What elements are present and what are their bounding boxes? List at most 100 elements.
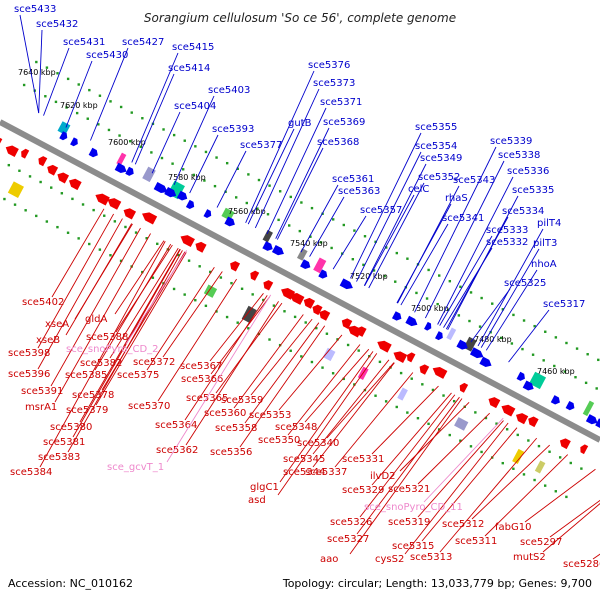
feature-block <box>313 257 327 274</box>
reverse-gene-arrow <box>123 208 137 220</box>
feature-block <box>397 387 408 401</box>
reverse-leader-line <box>312 362 395 468</box>
gc-dot <box>141 117 144 120</box>
reverse-gene-arrow <box>195 241 207 253</box>
reverse-leader-line <box>250 318 313 396</box>
rna-gene-labels: sce_snoPyro_CD_2 sce_gcvT_1 sce_snoPyro_CD… <box>66 250 504 513</box>
gc-dot <box>171 162 174 165</box>
gc-dot <box>56 225 59 229</box>
forward-leader-line <box>363 163 427 286</box>
forward-gene-arrow <box>185 199 195 210</box>
forward-gene-label: sce5361 <box>332 174 374 185</box>
gc-dot <box>595 387 598 390</box>
gc-dot <box>266 213 270 216</box>
reverse-gene-label: sce5384 <box>10 467 52 478</box>
reverse-gene-label: sce5378 <box>72 390 114 401</box>
gc-dot <box>183 293 186 296</box>
genome-backbone <box>0 119 600 443</box>
reverse-gene-label: sce5350 <box>258 435 300 446</box>
reverse-leader-line <box>95 252 187 406</box>
forward-gene-label: sce5325 <box>504 278 546 289</box>
gc-dot <box>522 473 526 476</box>
gc-dot <box>427 422 430 426</box>
gc-dot <box>378 360 382 364</box>
gc-dot <box>480 296 483 300</box>
gc-dot <box>384 400 388 403</box>
gc-dot <box>480 450 483 454</box>
gc-dot <box>56 72 59 75</box>
gc-dot <box>448 433 451 437</box>
gc-dot <box>474 411 477 414</box>
forward-leader-line <box>356 151 422 282</box>
gc-dot <box>113 220 117 223</box>
gc-dot <box>150 151 153 154</box>
reverse-gene-label: sce5385 <box>65 370 107 381</box>
reverse-leader-line <box>421 427 518 542</box>
forward-gene-label: sce5336 <box>507 166 549 177</box>
reverse-leader-line <box>185 301 279 446</box>
accession-text: Accession: NC_010162 <box>8 577 133 590</box>
reverse-gene-label: sce5372 <box>133 357 175 368</box>
gc-dot <box>209 270 212 274</box>
gc-dot <box>558 456 562 459</box>
forward-gene-label: sce5431 <box>63 37 105 48</box>
reverse-gene-arrow <box>250 270 260 281</box>
gc-dot <box>406 257 409 260</box>
gc-dot <box>39 180 42 184</box>
reverse-leader-line <box>417 412 491 485</box>
reverse-gene-arrow <box>488 397 501 409</box>
rna-gene-label: sce_snoPyro_CD_11 <box>364 502 463 513</box>
gc-dot <box>88 242 91 246</box>
gc-dot <box>442 394 445 397</box>
gc-dot <box>245 201 248 205</box>
reverse-gene-label: aao <box>320 554 338 565</box>
forward-gene-label: sce5354 <box>415 141 457 152</box>
forward-gene-label: sce5339 <box>490 136 532 147</box>
gc-dot <box>336 338 339 341</box>
gc-dot <box>187 259 191 262</box>
gc-dot <box>383 274 386 278</box>
forward-gene-arrow <box>565 400 575 411</box>
forward-gene-arrow <box>405 315 418 327</box>
reverse-gene-arrow <box>57 172 70 184</box>
reverse-leader-line <box>67 250 183 453</box>
gc-dot <box>86 117 89 120</box>
forward-label-lines <box>19 14 550 363</box>
reverse-leader-line <box>349 398 463 555</box>
gc-dot <box>45 66 49 69</box>
forward-gene-arrow <box>153 182 168 193</box>
forward-leader-line <box>245 70 315 223</box>
gc-dot <box>60 192 64 195</box>
gc-dot <box>580 467 583 470</box>
gc-dot <box>448 279 452 283</box>
gc-dot <box>71 197 74 201</box>
gc-dot <box>342 223 345 227</box>
gc-dot <box>531 353 535 356</box>
gc-dot <box>542 359 545 362</box>
forward-leader-line <box>38 29 43 114</box>
reverse-leader-line <box>114 240 165 315</box>
gc-dot <box>109 100 112 103</box>
reverse-leader-line <box>334 372 414 468</box>
gc-dot <box>310 206 314 210</box>
gc-dot <box>574 376 577 379</box>
reverse-gene-label: mutS2 <box>513 552 546 563</box>
reverse-gene-arrow <box>319 309 331 321</box>
gc-dot <box>298 229 302 233</box>
forward-gene-label: sce5371 <box>320 97 362 108</box>
reverse-gene-label: sce5329 <box>342 485 384 496</box>
forward-leader-line <box>254 88 320 229</box>
reverse-gene-label: sce5345 <box>283 454 325 465</box>
feature-block <box>582 400 595 417</box>
gc-dot <box>288 224 291 227</box>
reverse-gene-label: sce5398 <box>8 348 50 359</box>
gc-dot <box>156 242 159 246</box>
forward-gene-label: sce5352 <box>418 172 460 183</box>
gc-dot <box>346 343 350 347</box>
forward-gene-arrow <box>424 321 432 331</box>
gc-dot <box>459 285 462 289</box>
gc-dot <box>362 263 365 267</box>
gc-dot <box>204 150 208 154</box>
reverse-leader-line <box>371 385 439 455</box>
forward-leader-line <box>400 223 449 306</box>
